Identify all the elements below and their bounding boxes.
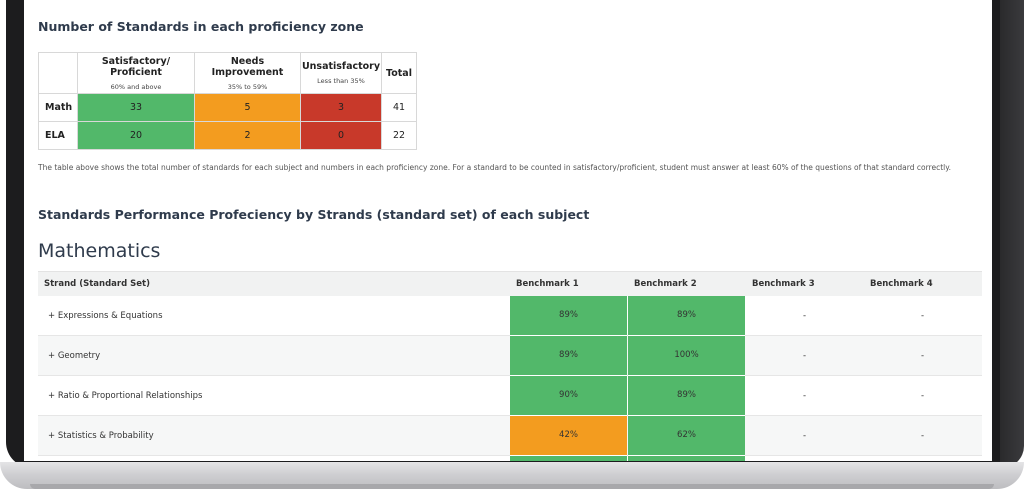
benchmark-3-score: - — [802, 350, 807, 361]
math-unsatisfactory-count: 3 — [300, 93, 382, 122]
header-satisfactory: Satisfactory/ Proficient 60% and above — [77, 52, 195, 94]
benchmark-2-score: 100% — [628, 335, 745, 376]
strand-row-partial — [38, 456, 982, 461]
strand-expand-toggle[interactable]: + Geometry — [48, 350, 101, 361]
header-needs-improvement: Needs Improvement 35% to 59% — [194, 52, 301, 94]
benchmark-1-score: 89% — [510, 335, 627, 376]
zone-row-subject: Math — [38, 93, 78, 122]
ela-satisfactory-count: 20 — [77, 121, 195, 150]
header-needs-improvement-range: 35% to 59% — [227, 82, 268, 91]
subject-title-mathematics: Mathematics — [38, 240, 161, 262]
header-total: Total — [381, 52, 417, 94]
math-needs-improvement-count: 5 — [194, 93, 301, 122]
zone-row-subject: ELA — [38, 121, 78, 150]
header-unsatisfactory-range: Less than 35% — [317, 77, 365, 85]
benchmark-4-score: - — [920, 430, 925, 441]
benchmark-2-score: 89% — [628, 295, 745, 336]
proficiency-zone-table: Satisfactory/ Proficient 60% and above N… — [38, 52, 417, 150]
math-strands-table: Strand (Standard Set) Benchmark 1 Benchm… — [38, 271, 982, 461]
benchmark-1-score: 42% — [510, 415, 627, 456]
strand-expand-toggle[interactable]: + Ratio & Proportional Relationships — [48, 390, 203, 401]
laptop-bezel-edge — [1000, 0, 1024, 468]
header-unsatisfactory: Unsatisfactory Less than 35% — [300, 52, 382, 94]
zone-table-header-row: Satisfactory/ Proficient 60% and above N… — [38, 52, 417, 94]
header-unsatisfactory-label: Unsatisfactory — [301, 61, 381, 72]
benchmark-4-score: - — [920, 310, 925, 321]
header-satisfactory-range: 60% and above — [110, 82, 162, 91]
benchmark-3-score: - — [802, 390, 807, 401]
strand-expand-toggle[interactable]: + Expressions & Equations — [48, 310, 163, 321]
laptop-screen: Number of Standards in each proficiency … — [24, 0, 992, 461]
strand-row-statistics-probability[interactable]: + Statistics & Probability 42% 62% - - — [38, 415, 982, 456]
benchmark-1-score: 90% — [510, 375, 627, 416]
benchmark-4-score: - — [920, 350, 925, 361]
strand-row-ratio-proportional[interactable]: + Ratio & Proportional Relationships 90%… — [38, 375, 982, 416]
zone-table-corner — [38, 52, 78, 94]
column-header-benchmark-4: Benchmark 4 — [870, 279, 933, 289]
strands-section-title: Standards Performance Profeciency by Str… — [38, 207, 590, 222]
benchmark-2-score: 62% — [628, 415, 745, 456]
column-header-benchmark-1: Benchmark 1 — [516, 279, 579, 289]
header-satisfactory-label: Satisfactory/ Proficient — [101, 55, 171, 78]
column-header-strand: Strand (Standard Set) — [44, 279, 150, 289]
math-total-count: 41 — [381, 93, 417, 122]
strand-row-expressions-equations[interactable]: + Expressions & Equations 89% 89% - - — [38, 295, 982, 336]
zone-row-ela: ELA 20 2 0 22 — [38, 121, 417, 150]
proficiency-zone-title: Number of Standards in each proficiency … — [38, 19, 364, 34]
benchmark-1-score-partial — [510, 456, 627, 461]
ela-needs-improvement-count: 2 — [194, 121, 301, 150]
math-satisfactory-count: 33 — [77, 93, 195, 122]
ela-total-count: 22 — [381, 121, 417, 150]
strand-expand-toggle[interactable]: + Statistics & Probability — [48, 430, 154, 441]
zone-row-math: Math 33 5 3 41 — [38, 93, 417, 122]
benchmark-2-score-partial — [628, 456, 745, 461]
benchmark-2-score: 89% — [628, 375, 745, 416]
column-header-benchmark-3: Benchmark 3 — [752, 279, 815, 289]
header-needs-improvement-label: Needs Improvement — [211, 55, 284, 78]
benchmark-3-score: - — [802, 430, 807, 441]
strand-row-geometry[interactable]: + Geometry 89% 100% - - — [38, 335, 982, 376]
benchmark-3-score: - — [802, 310, 807, 321]
zone-table-note: The table above shows the total number o… — [38, 163, 951, 172]
header-total-label: Total — [386, 67, 412, 79]
benchmark-4-score: - — [920, 390, 925, 401]
column-header-benchmark-2: Benchmark 2 — [634, 279, 697, 289]
strands-table-header: Strand (Standard Set) Benchmark 1 Benchm… — [38, 271, 982, 296]
ela-unsatisfactory-count: 0 — [300, 121, 382, 150]
benchmark-1-score: 89% — [510, 295, 627, 336]
laptop-base-shadow — [30, 484, 994, 489]
